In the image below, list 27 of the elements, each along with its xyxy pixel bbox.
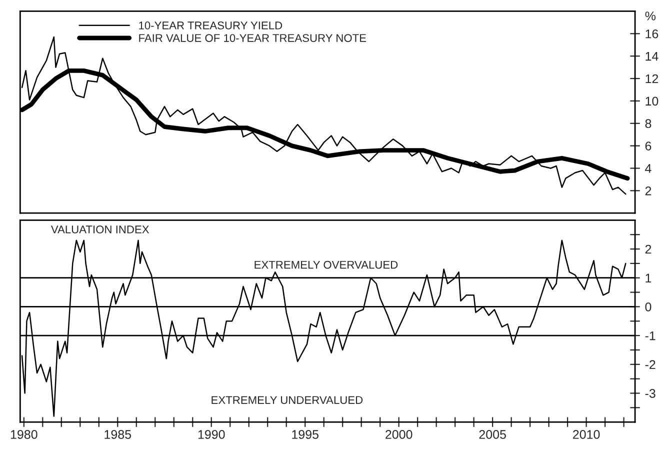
y-tick-label: 12 <box>646 74 658 84</box>
y-tick-label: 2 <box>645 244 652 254</box>
y-tick-label: 0 <box>645 302 652 312</box>
x-tick-label: 2005 <box>479 430 506 439</box>
x-tick-label: 2000 <box>386 430 412 439</box>
y-tick-label: -3 <box>645 389 656 398</box>
x-tick-label: 2010 <box>573 430 600 439</box>
y-tick-label: 16 <box>646 29 658 38</box>
y-tick-label: 2 <box>645 186 652 196</box>
y-tick-label: 6 <box>645 142 652 150</box>
annotation: VALUATION INDEX <box>50 226 150 234</box>
y-tick-label: 1 <box>646 274 652 282</box>
y-tick-label: -2 <box>645 360 656 369</box>
y-tick-label: 4 <box>645 164 652 173</box>
x-tick-label: 1980 <box>10 430 38 439</box>
x-tick-label: 1985 <box>104 430 132 439</box>
y-tick-label: 8 <box>645 119 652 128</box>
y-axis-title: % <box>645 12 656 20</box>
legend-label: 10-YEAR TREASURY YIELD <box>139 22 282 30</box>
y-tick-label: 14 <box>646 52 658 61</box>
y-tick-label: 10 <box>646 96 658 106</box>
x-tick-label: 1990 <box>198 430 225 439</box>
legend-label: FAIR VALUE OF 10-YEAR TREASURY NOTE <box>139 34 366 42</box>
annotation: EXTREMELY UNDERVALUED <box>212 396 363 404</box>
y-tick-label: -1 <box>645 331 656 340</box>
x-tick-label: 1995 <box>292 430 318 439</box>
annotation: EXTREMELY OVERVALUED <box>254 260 398 269</box>
